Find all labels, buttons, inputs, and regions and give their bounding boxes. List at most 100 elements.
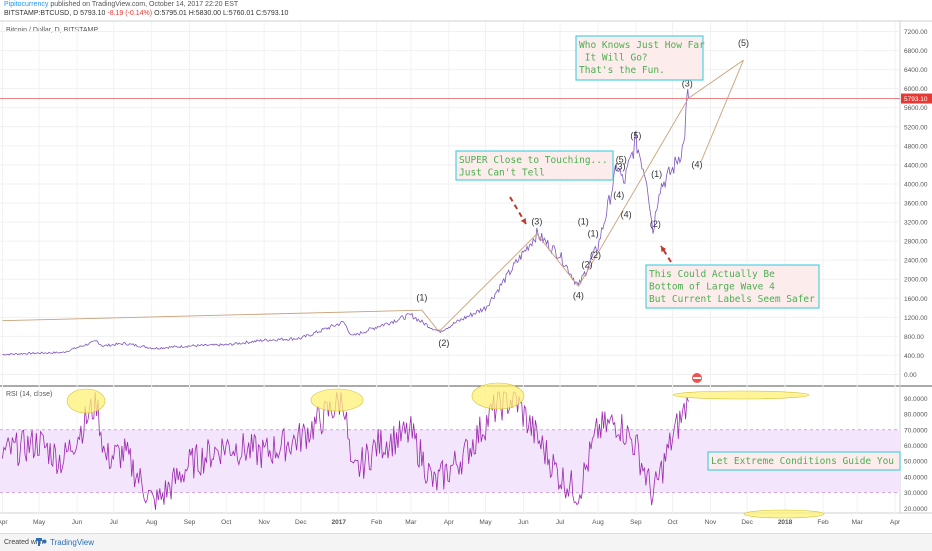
time-tick-label: Mar — [405, 519, 417, 526]
time-tick-label: Oct — [221, 519, 231, 526]
wave-label: (2) — [581, 259, 592, 269]
price-tick-label: 2800.00 — [904, 239, 928, 246]
time-tick-label: Jun — [518, 519, 529, 526]
created-with-text: Created with — [4, 539, 44, 546]
price-tick-label: 2000.00 — [904, 277, 928, 284]
annotation-box — [645, 264, 820, 309]
time-tick-label: Apr — [0, 519, 8, 526]
price-tick-label: 7200.00 — [904, 29, 928, 36]
rsi-highlight-ellipse — [310, 388, 364, 412]
wave-trendline — [688, 59, 744, 99]
author-link[interactable]: Pipitocurrency — [4, 1, 49, 8]
time-tick-label: Feb — [371, 519, 383, 526]
time-tick-label: May — [33, 519, 46, 526]
main-pane-title: Bitcoin / Dollar, D, BITSTAMP — [6, 27, 99, 34]
compare-icon — [692, 373, 702, 383]
tradingview-brand[interactable]: TradingView — [50, 538, 95, 547]
footer-bar: Created with TradingView — [0, 533, 932, 551]
time-tick-label: Apr — [890, 519, 901, 526]
time-tick-label: May — [479, 519, 492, 526]
wave-label: (3) — [614, 162, 625, 172]
wave-label: (5) — [630, 131, 641, 141]
annotation-text: Let Extreme Conditions Guide You — [711, 456, 894, 467]
last-price: 5793.10 — [80, 10, 106, 17]
rsi-highlight-ellipse — [672, 390, 810, 400]
price-tick-label: 3200.00 — [904, 220, 928, 227]
wave-label: (3) — [531, 216, 542, 226]
time-tick-label: 2017 — [331, 519, 346, 526]
rsi-series-line — [2, 391, 689, 510]
rsi-tick-label: 30.0000 — [904, 490, 928, 497]
price-tick-label: 6800.00 — [904, 48, 928, 55]
wave-trendline — [536, 233, 579, 287]
wave-trendline — [2, 309, 422, 322]
time-tick-label: Dec — [741, 519, 753, 526]
price-tick-label: 5600.00 — [904, 105, 928, 112]
red-arrow-line — [660, 245, 672, 263]
published-text: published on TradingView.com, October 14… — [50, 1, 239, 8]
price-tick-label: 800.00 — [904, 334, 924, 341]
price-tick-label: 400.00 — [904, 353, 924, 360]
price-tick-label: 3600.00 — [904, 201, 928, 208]
time-tick-label: Oct — [667, 519, 677, 526]
time-tick-label: Feb — [817, 519, 829, 526]
rsi-tick-label: 80.0000 — [904, 412, 928, 419]
ohlc-text: O:5795.01 H:5830.00 L:5760.01 C:5793.10 — [154, 10, 289, 17]
rsi-highlight-ellipse — [66, 388, 106, 414]
symbol-text: BITSTAMP:BTCUSD, D — [4, 10, 79, 17]
wave-label: (2) — [590, 250, 601, 260]
time-tick-label: Aug — [146, 519, 158, 526]
time-tick-label: Jun — [72, 519, 83, 526]
chart-canvas[interactable]: 0.00 400.00 800.00 1200.00 1600.00 2000.00 240… — [0, 0, 932, 533]
current-price-tag-label: 5793.10 — [904, 96, 928, 103]
wave-label: (5) — [616, 155, 627, 165]
current-price-tag — [901, 93, 932, 104]
wave-label: (1) — [578, 216, 589, 226]
wave-trendline — [700, 59, 744, 163]
wave-label: (4) — [573, 290, 584, 300]
wave-label: (4) — [692, 159, 703, 169]
wave-label: (1) — [651, 169, 662, 179]
wave-label: (1) — [416, 293, 427, 303]
rsi-tick-label: 60.0000 — [904, 443, 928, 450]
price-tick-label: 4800.00 — [904, 143, 928, 150]
time-tick-label: Dec — [295, 519, 307, 526]
price-tick-label: 4400.00 — [904, 162, 928, 169]
annotation-text: This Could Actually Be Bottom of Large Wa… — [649, 269, 815, 305]
wave-label: (3) — [682, 78, 693, 88]
time-tick-label: Jul — [110, 519, 119, 526]
rsi-tick-label: 40.0000 — [904, 474, 928, 481]
price-tick-label: 1200.00 — [904, 315, 928, 322]
wave-label: (5) — [738, 38, 749, 48]
wave-label: (1) — [588, 228, 599, 238]
wave-trendline — [438, 233, 538, 332]
price-tick-label: 6400.00 — [904, 67, 928, 74]
change-text: -8.19 (-0.14%) — [107, 10, 153, 17]
rsi-tick-label: 70.0000 — [904, 427, 928, 434]
time-tick-label: Aug — [592, 519, 604, 526]
time-tick-label: Apr — [444, 519, 455, 526]
rsi-tick-label: 20.0000 — [904, 506, 928, 513]
wave-label: (4) — [613, 190, 624, 200]
wave-trendline — [578, 97, 689, 287]
price-tick-label: 1600.00 — [904, 296, 928, 303]
price-series-line — [2, 89, 689, 356]
annotation-box — [707, 451, 901, 471]
annotation-box — [455, 150, 614, 181]
time-tick-label: Sep — [630, 519, 642, 526]
rsi-tick-label: 90.0000 — [904, 396, 928, 403]
time-tick-label: Jul — [556, 519, 565, 526]
wave-label: (2) — [438, 338, 449, 348]
annotation-text: SUPER Close to Touching... Just Can't Tel… — [459, 155, 608, 179]
red-arrow-head — [520, 218, 526, 224]
tradingview-logo-icon — [36, 538, 47, 546]
time-tick-label: Mar — [852, 519, 864, 526]
time-tick-label: Nov — [705, 519, 717, 526]
rsi-highlight-ellipse — [743, 509, 825, 519]
price-tick-label: 0.00 — [904, 372, 917, 379]
symbol-line: BITSTAMP:BTCUSD, D 5793.10 -8.19 (-0.14%… — [4, 10, 288, 17]
price-tick-label: 5200.00 — [904, 124, 928, 131]
published-line: Pipitocurrency published on TradingView.… — [4, 1, 238, 8]
rsi-highlight-ellipse — [471, 382, 525, 410]
time-tick-label: Nov — [258, 519, 270, 526]
